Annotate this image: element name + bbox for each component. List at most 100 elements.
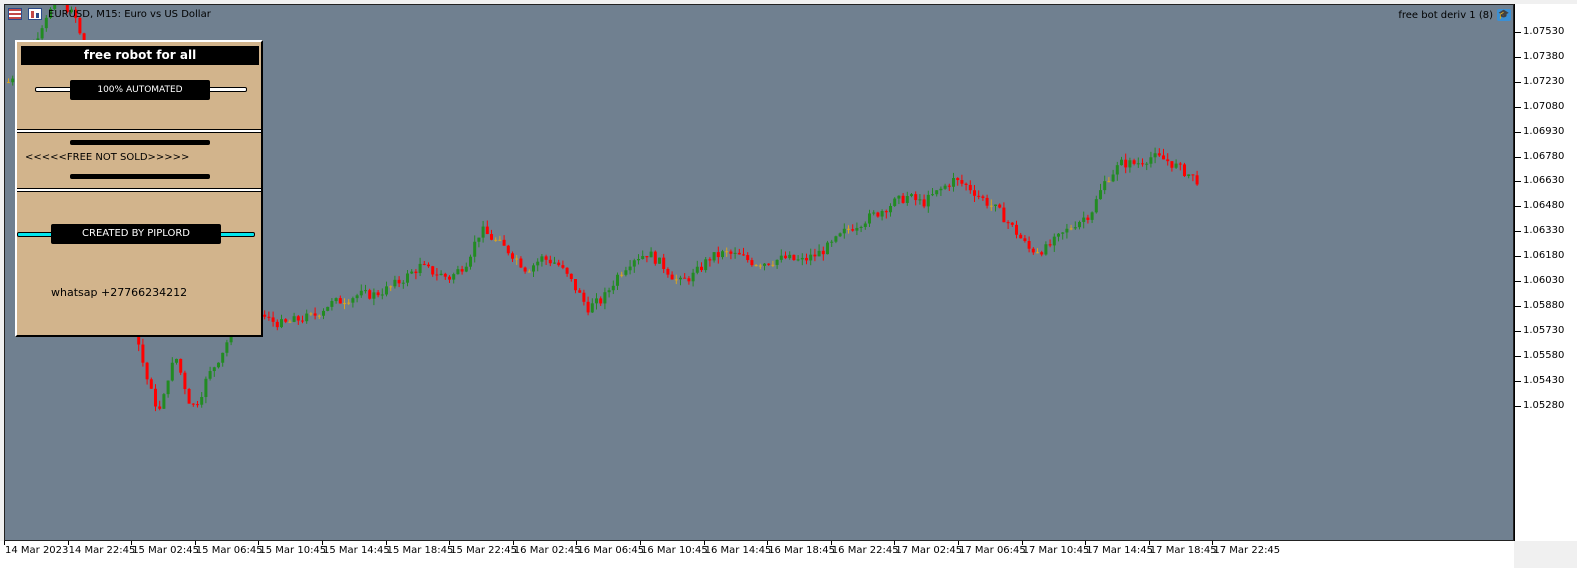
candle-body (284, 319, 288, 322)
candle-body (145, 362, 149, 380)
price-tick-label: 1.07080 (1523, 100, 1565, 112)
candle-body (679, 277, 682, 280)
candle-body (910, 194, 913, 197)
chart-grid-icon[interactable] (8, 8, 22, 20)
price-tick-label: 1.06030 (1523, 275, 1565, 286)
expert-advisor-label[interactable]: free bot deriv 1 (8) 🎓 (1398, 9, 1511, 21)
candle-body (666, 268, 670, 275)
candle-body (1128, 160, 1132, 168)
candle-body (658, 257, 661, 264)
candle-body (1036, 252, 1039, 254)
candle-body (498, 239, 502, 241)
time-tick-label: 17 Mar 18:45 (1149, 545, 1217, 556)
candle-body (1082, 217, 1086, 222)
candle-body (868, 213, 871, 224)
price-tick (1515, 380, 1521, 382)
time-tick (258, 541, 260, 545)
candle-body (1174, 163, 1178, 168)
candle-body (851, 229, 855, 231)
candle-body (628, 266, 632, 271)
time-tick-label: 17 Mar 02:45 (895, 545, 963, 556)
time-axis[interactable]: 14 Mar 2023 14 Mar 22:45 15 Mar 02:45 15 Ma… (0, 541, 1514, 568)
candle-body (578, 290, 582, 293)
time-tick (1148, 541, 1150, 545)
candle-body (540, 256, 544, 262)
price-tick-label: 1.06930 (1523, 125, 1565, 137)
candle-body (494, 239, 498, 241)
candle-body (53, 5, 57, 9)
candle-body (1061, 232, 1065, 234)
candle-body (716, 252, 720, 258)
candle-body (889, 205, 892, 213)
candle-body (317, 315, 321, 317)
candle-body (385, 286, 388, 295)
candle-body (187, 388, 191, 404)
candle-body (1040, 252, 1044, 255)
candle-body (1178, 163, 1182, 165)
candle-body (763, 263, 766, 266)
candle-body (527, 271, 531, 273)
candle-body (418, 263, 422, 274)
candle-body (960, 180, 964, 184)
candle-body (322, 310, 325, 316)
panel-divider-2 (17, 188, 261, 192)
creator-button[interactable]: CREATED BY PIPLORD (51, 224, 221, 244)
candle-body (565, 267, 569, 274)
candle-body (78, 17, 82, 34)
candle-body (985, 197, 989, 206)
graduation-cap-icon[interactable]: 🎓 (1497, 9, 1511, 21)
time-tick-label: 14 Mar 22:45 (68, 545, 136, 556)
candle-body (586, 301, 590, 313)
ea-name: free bot deriv 1 (8) (1398, 9, 1493, 21)
candle-body (830, 241, 834, 243)
time-tick-label: 15 Mar 02:45 (132, 545, 199, 556)
automated-button[interactable]: 100% AUTOMATED (70, 80, 210, 100)
candle-body (758, 265, 762, 267)
candle-body (338, 298, 342, 304)
price-tick-label: 1.06330 (1523, 225, 1565, 237)
candle-body (435, 274, 439, 276)
time-tick (767, 541, 769, 545)
candle-body (359, 290, 363, 296)
time-tick (1212, 541, 1214, 545)
candle-body (729, 251, 733, 254)
candle-body (855, 227, 859, 231)
chart-bars-icon[interactable] (28, 8, 42, 20)
candle-body (1166, 159, 1170, 162)
candle-body (931, 194, 934, 196)
ea-info-panel: free robot for all 100% AUTOMATED <<<<<F… (15, 40, 263, 337)
candle-body (1162, 155, 1165, 160)
price-tick (1515, 32, 1521, 33)
candle-body (154, 388, 157, 407)
candle-body (1132, 160, 1136, 164)
candle-body (380, 294, 384, 296)
candle-body (523, 267, 527, 272)
candle-body (968, 184, 972, 191)
candle-body (225, 342, 229, 353)
time-tick (1085, 541, 1087, 545)
candle-body (490, 234, 493, 240)
candle-body (842, 228, 846, 234)
candle-body (746, 255, 750, 261)
candle-body (212, 367, 216, 372)
candle-body (649, 251, 653, 258)
candle-body (733, 252, 737, 254)
candle-body (1078, 221, 1081, 228)
candle-body (1048, 244, 1052, 246)
candle-body (443, 273, 447, 277)
price-tick (1515, 256, 1521, 258)
price-tick (1515, 156, 1521, 158)
candle-body (947, 185, 951, 187)
price-tick (1515, 405, 1521, 407)
time-tick (4, 541, 5, 545)
candle-body (1141, 163, 1144, 165)
candle-body (1191, 174, 1195, 176)
time-tick (131, 541, 133, 545)
candle-body (977, 195, 981, 197)
candle-body (506, 245, 510, 254)
candle-body (301, 320, 304, 322)
candle-body (897, 195, 901, 199)
candle-body (511, 253, 514, 259)
price-axis[interactable]: 1.07530 1.07380 1.07230 1.07080 1.06930 1.067… (1514, 4, 1577, 541)
